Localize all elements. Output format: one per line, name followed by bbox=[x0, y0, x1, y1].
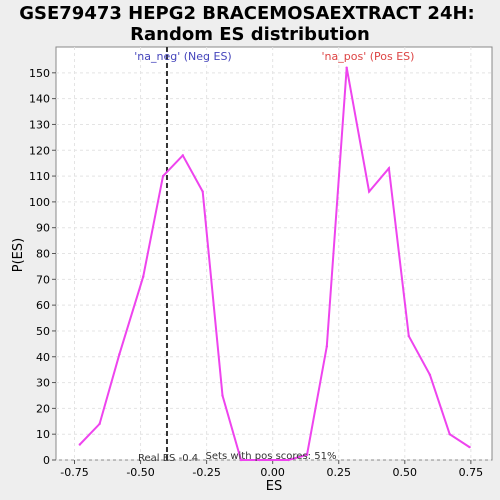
data-point bbox=[468, 445, 471, 449]
data-point bbox=[367, 190, 371, 193]
pos-scores-footer: Sets with pos scores: 51% bbox=[206, 451, 337, 462]
x-axis-ticks: -0.75 -0.50 -0.25 0.00 0.25 0.50 0.75 bbox=[60, 460, 483, 479]
real-es-label: Real ES -0.4 bbox=[138, 453, 198, 464]
x-tick-label: -0.75 bbox=[60, 466, 88, 479]
pos-es-label: 'na_pos' (Pos ES) bbox=[322, 50, 415, 63]
y-tick-label: 80 bbox=[36, 248, 50, 261]
y-tick-label: 10 bbox=[36, 428, 50, 441]
data-point bbox=[258, 458, 261, 462]
data-point bbox=[201, 190, 204, 193]
data-point bbox=[448, 432, 451, 436]
y-tick-label: 0 bbox=[43, 454, 50, 467]
y-tick-label: 100 bbox=[29, 196, 50, 209]
data-point bbox=[78, 443, 81, 446]
series-line bbox=[79, 67, 471, 461]
data-point bbox=[118, 352, 121, 356]
y-tick-label: 110 bbox=[29, 170, 50, 183]
y-tick-label: 90 bbox=[36, 222, 50, 235]
y-tick-label: 50 bbox=[36, 325, 50, 338]
x-tick-label: 0.75 bbox=[459, 466, 484, 479]
data-point bbox=[221, 394, 224, 397]
data-points bbox=[78, 66, 471, 462]
data-point bbox=[428, 373, 432, 377]
x-tick-label: -0.50 bbox=[126, 466, 154, 479]
x-tick-label: -0.25 bbox=[192, 466, 220, 479]
grid-lines bbox=[56, 47, 492, 461]
y-tick-label: 120 bbox=[29, 144, 50, 157]
data-point bbox=[287, 458, 290, 462]
y-tick-label: 70 bbox=[36, 273, 50, 286]
y-tick-label: 130 bbox=[29, 118, 50, 131]
x-tick-label: 0.50 bbox=[393, 466, 418, 479]
y-tick-label: 150 bbox=[29, 67, 50, 80]
y-tick-label: 30 bbox=[36, 377, 50, 390]
x-tick-label: 0.25 bbox=[326, 466, 351, 479]
data-point bbox=[98, 422, 101, 426]
x-axis-label: ES bbox=[266, 479, 282, 494]
data-point bbox=[161, 174, 165, 178]
y-tick-label: 20 bbox=[36, 402, 50, 415]
data-point bbox=[387, 167, 391, 170]
data-point bbox=[345, 66, 348, 69]
x-tick-label: 0.00 bbox=[260, 466, 285, 479]
y-tick-label: 60 bbox=[36, 299, 50, 312]
data-point bbox=[305, 453, 309, 457]
y-axis-ticks: 0 10 20 30 40 50 60 70 80 90 100 110 120 130 140 150 bbox=[29, 67, 56, 467]
y-axis-label: P(ES) bbox=[11, 238, 26, 272]
data-point bbox=[407, 334, 410, 338]
neg-es-label: 'na_neg' (Neg ES) bbox=[134, 50, 231, 63]
chart-title-line1: GSE79473 HEPG2 BRACEMOSAEXTRACT 24H: bbox=[19, 3, 474, 24]
y-tick-label: 40 bbox=[36, 351, 50, 364]
y-tick-label: 140 bbox=[29, 93, 50, 106]
data-point bbox=[142, 275, 145, 278]
chart-title-line2: Random ES distribution bbox=[130, 24, 370, 45]
data-point bbox=[325, 345, 329, 348]
data-point bbox=[181, 154, 185, 157]
data-point bbox=[239, 458, 243, 462]
